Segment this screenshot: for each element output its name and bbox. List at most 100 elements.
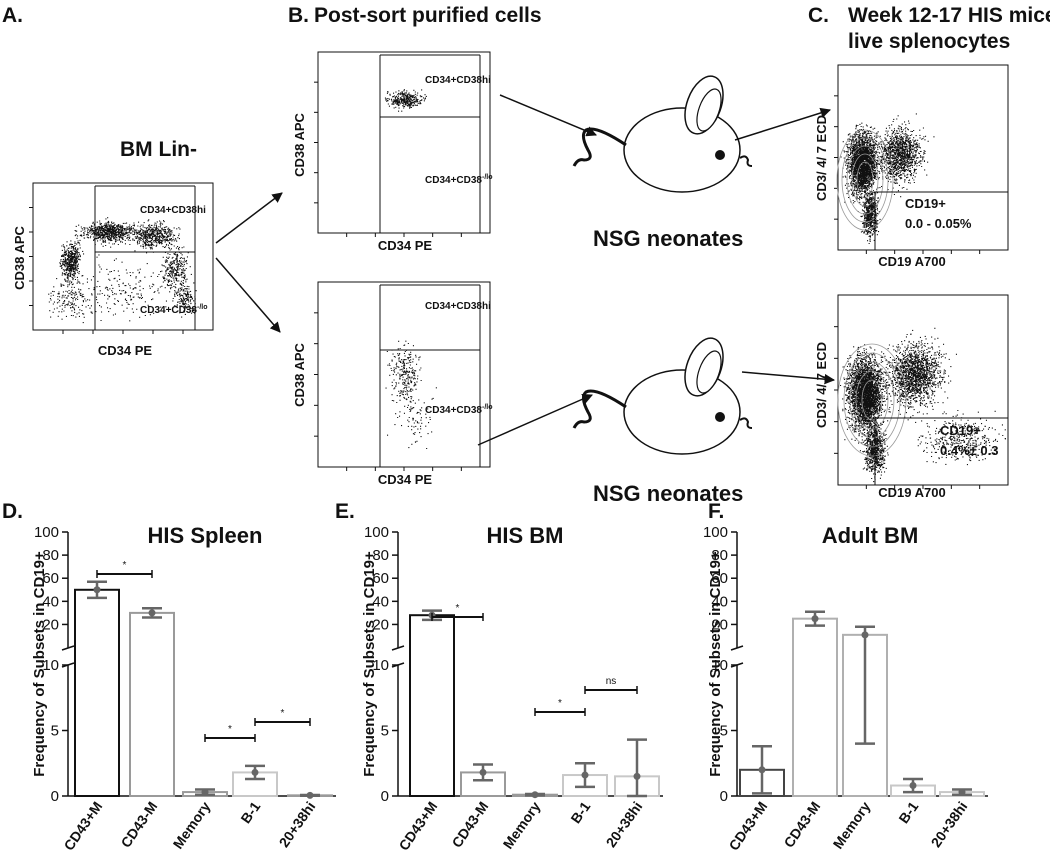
mean-dot	[479, 768, 487, 776]
y-axis-label: Frequency of Subsets in CD19+	[707, 551, 724, 777]
x-tick-label: Memory	[500, 798, 544, 851]
y-axis-label: CD3/ 4/ 7 ECD	[814, 342, 829, 428]
mouse-icon	[572, 331, 754, 456]
event-dots	[384, 89, 427, 112]
gate-label-base: CD34+CD38	[140, 305, 197, 316]
y-tick-label: 100	[364, 524, 389, 541]
gate-frequency: 0.0 - 0.05%	[905, 216, 972, 231]
y-tick-label: 0	[720, 788, 728, 805]
x-tick-label: 20+38hi	[276, 799, 319, 851]
recipient-label: NSG neonates	[593, 226, 743, 251]
contour	[856, 161, 874, 199]
panel-title: Week 12-17 HIS mice	[848, 4, 1050, 27]
event-dots	[840, 327, 1006, 483]
gate-label-sup: -/lo	[197, 304, 208, 311]
y-tick-label: 40	[372, 593, 389, 610]
panel-label: E.	[335, 500, 355, 523]
x-tick-label: CD43-M	[780, 799, 823, 851]
significance-label: *	[281, 708, 285, 719]
significance-label: ns	[606, 676, 617, 687]
y-tick-label: 20	[42, 616, 59, 633]
gate-label-base: CD34+CD38	[425, 405, 482, 416]
axis-break	[391, 645, 405, 651]
arrow	[477, 393, 593, 446]
significance-label: *	[228, 724, 232, 735]
y-axis-label: CD3/ 4/ 7 ECD	[814, 115, 829, 201]
mean-dot	[758, 766, 766, 774]
mouse-icon	[572, 69, 754, 194]
y-tick-label: 100	[703, 524, 728, 541]
significance-label: *	[558, 698, 562, 709]
y-tick-label: 5	[720, 723, 728, 740]
contour	[851, 153, 879, 207]
x-tick-label: Memory	[830, 798, 874, 851]
x-tick-label: 20+38hi	[603, 799, 646, 851]
mean-dot	[531, 791, 539, 799]
y-axis-label: CD38 APC	[292, 112, 307, 176]
mean-dot	[633, 772, 641, 780]
y-tick-label: 40	[711, 593, 728, 610]
y-tick-label: 60	[42, 570, 59, 587]
arrows	[215, 94, 836, 446]
contour	[846, 145, 884, 215]
bar	[792, 617, 838, 798]
panel-label: B.	[288, 4, 309, 27]
contour	[849, 361, 895, 439]
x-axis-label: CD19 A700	[878, 485, 945, 500]
gate-label: CD34+CD38hi	[425, 301, 491, 312]
y-tick-label: 80	[372, 547, 389, 564]
panel-label: C.	[808, 4, 829, 27]
y-axis-label: CD38 APC	[292, 342, 307, 406]
y-tick-label: 10	[711, 657, 728, 674]
mean-dot	[861, 631, 869, 639]
gate-label: CD34+CD38hi	[140, 205, 206, 216]
event-dots	[385, 340, 437, 450]
y-tick-label: 10	[372, 657, 389, 674]
gate-label: CD19+	[905, 196, 946, 211]
bar	[409, 614, 455, 798]
y-axis-label: Frequency of Subsets in CD19+	[31, 551, 48, 777]
bar	[129, 611, 175, 798]
mean-dot	[93, 586, 101, 594]
contour	[841, 137, 889, 223]
gate-label: CD34+CD38-/lo	[425, 174, 492, 186]
chart-title: HIS BM	[487, 523, 564, 548]
contour	[836, 129, 894, 231]
arrow	[215, 192, 283, 244]
event-dots	[48, 217, 197, 324]
x-axis-label: CD34 PE	[378, 472, 433, 487]
y-tick-label: 100	[34, 524, 59, 541]
axis-break	[730, 645, 744, 651]
x-tick-label: CD43-M	[448, 799, 491, 851]
y-tick-label: 60	[711, 570, 728, 587]
bar	[74, 588, 120, 797]
x-axis-label: CD34 PE	[98, 343, 153, 358]
arrow	[734, 107, 832, 141]
panel-label: A.	[2, 4, 23, 27]
y-tick-label: 0	[51, 788, 59, 805]
x-tick-label: B-1	[237, 798, 263, 826]
y-tick-label: 5	[51, 723, 59, 740]
recipient-label: NSG neonates	[593, 481, 743, 506]
x-tick-label: CD43+M	[60, 799, 105, 854]
y-tick-label: 20	[711, 616, 728, 633]
contour	[855, 370, 889, 430]
x-axis-label: CD19 A700	[878, 254, 945, 269]
x-tick-label: B-1	[567, 798, 593, 826]
x-tick-label: CD43+M	[395, 799, 440, 854]
arrow	[499, 94, 597, 137]
gate-label: CD34+CD38-/lo	[140, 304, 207, 316]
mean-dot	[958, 788, 966, 796]
x-tick-label: 20+38hi	[928, 799, 971, 851]
mean-dot	[251, 768, 259, 776]
panel-title: live splenocytes	[848, 30, 1010, 53]
panel-title: Post-sort purified cells	[314, 4, 542, 27]
contour	[861, 379, 883, 421]
chart-title: Adult BM	[822, 523, 919, 548]
y-tick-label: 80	[42, 547, 59, 564]
x-tick-label: B-1	[895, 798, 921, 826]
contour	[837, 343, 907, 457]
mean-dot	[581, 771, 589, 779]
mean-dot	[811, 615, 819, 623]
x-tick-label: CD43-M	[117, 799, 160, 851]
